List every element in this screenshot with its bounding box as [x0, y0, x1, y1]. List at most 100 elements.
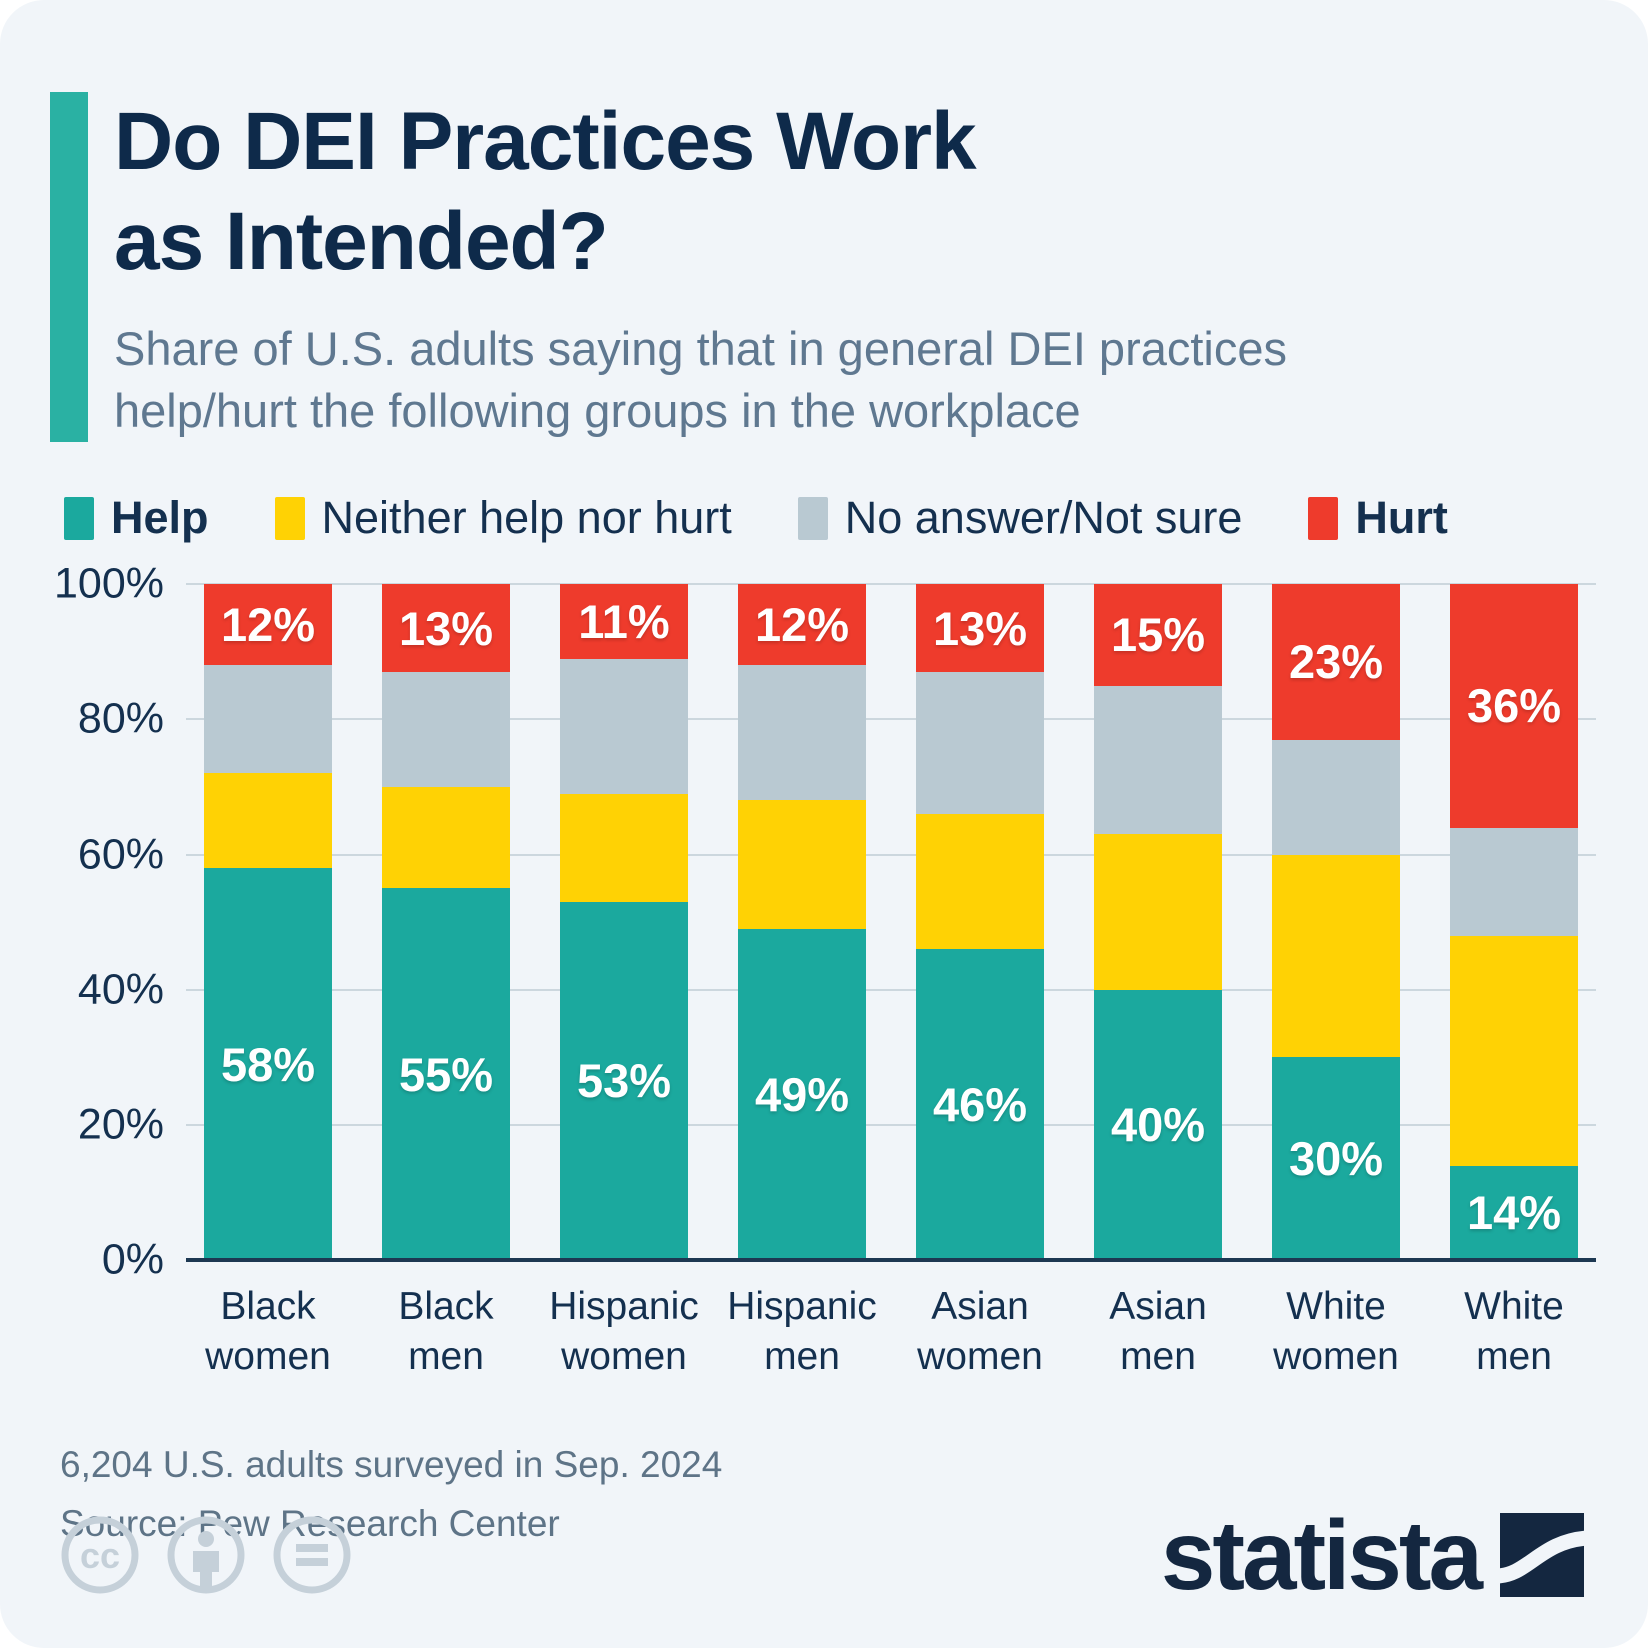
segment-help: 55% — [382, 888, 510, 1261]
segment-no-answer-not-sure — [1450, 827, 1578, 936]
bar-white-women: 30% 23% — [1272, 584, 1400, 1261]
segment-hurt: 36% — [1450, 584, 1578, 828]
bar-asian-women: 46% 13% — [916, 584, 1044, 1261]
category-label-black-women: Black women — [204, 1282, 332, 1388]
legend-item-neither-help-nor-hurt: Neither help nor hurt — [274, 492, 732, 544]
bar-hispanic-women: 53% 11% — [560, 584, 688, 1261]
segment-neither-help-nor-hurt — [1272, 854, 1400, 1058]
header: Do DEI Practices Work as Intended? Share … — [50, 92, 1592, 443]
legend-swatch — [274, 496, 305, 540]
segment-no-answer-not-sure — [1094, 685, 1222, 835]
segment-hurt: 15% — [1094, 584, 1222, 686]
segment-help: 46% — [916, 949, 1044, 1261]
page-title: Do DEI Practices Work as Intended? — [114, 92, 1592, 292]
legend-label: Neither help nor hurt — [321, 492, 732, 544]
value-label: 46% — [932, 1078, 1028, 1132]
value-label: 30% — [1288, 1132, 1384, 1186]
category-label-text: Black men — [398, 1285, 494, 1379]
category-label-text: Asian men — [1109, 1285, 1207, 1379]
category-label-white-men: White men — [1450, 1282, 1578, 1388]
category-label-text: Hispanic men — [727, 1285, 877, 1379]
statista-wordmark: statista — [1160, 1500, 1483, 1610]
value-label: 23% — [1288, 635, 1384, 689]
category-label-asian-women: Asian women — [916, 1282, 1044, 1388]
segment-no-answer-not-sure — [204, 665, 332, 774]
legend-label: No answer/Not sure — [844, 492, 1243, 544]
segment-neither-help-nor-hurt — [916, 813, 1044, 950]
y-tick-40: 40% — [77, 965, 164, 1014]
legend-item-hurt: Hurt — [1308, 492, 1448, 544]
chart: 58% 12% 55% 13% 53% 11% 49% 12% 46% 13% 40% 15% 30% 2… — [54, 560, 1596, 1388]
segment-neither-help-nor-hurt — [204, 773, 332, 869]
value-label: 49% — [754, 1068, 850, 1121]
cc-icon: cc — [61, 1516, 139, 1594]
svg-text:cc: cc — [80, 1535, 120, 1576]
category-label-text: Asian women — [917, 1285, 1043, 1379]
category-label-text: White women — [1273, 1285, 1399, 1379]
segment-no-answer-not-sure — [560, 658, 688, 794]
accent-bar — [50, 92, 88, 443]
legend-swatch — [1308, 496, 1339, 540]
segment-help: 49% — [738, 928, 866, 1261]
gridline-60 — [186, 853, 1596, 856]
value-label: 36% — [1466, 679, 1562, 733]
value-label: 12% — [220, 598, 316, 652]
x-axis-line — [186, 1258, 1596, 1263]
statista-logo-icon — [1500, 1513, 1584, 1597]
value-label: 15% — [1110, 608, 1206, 662]
segment-hurt: 11% — [560, 584, 688, 659]
bar-black-women: 58% 12% — [204, 584, 332, 1261]
legend-item-no-answer-not-sure: No answer/Not sure — [797, 492, 1243, 544]
bottom-row: cc statista — [60, 1506, 1584, 1604]
cc-nd-icon — [273, 1516, 351, 1594]
category-label-hispanic-women: Hispanic women — [549, 1282, 699, 1388]
plot-area: 58% 12% 55% 13% 53% 11% 49% 12% 46% 13% 40% 15% 30% 2… — [54, 560, 1596, 1284]
category-label-black-men: Black men — [382, 1282, 510, 1388]
segment-help: 58% — [204, 868, 332, 1261]
category-label-hispanic-men: Hispanic men — [727, 1282, 877, 1388]
value-label: 11% — [578, 594, 670, 648]
segment-help: 40% — [1094, 989, 1222, 1261]
legend-label: Hurt — [1355, 492, 1448, 544]
legend-label: Help — [111, 492, 209, 544]
category-labels: Black women Black men Hispanic women Hispan… — [186, 1282, 1596, 1388]
title-line-1: Do DEI Practices Work — [114, 96, 977, 187]
value-label: 58% — [220, 1037, 316, 1091]
statista-brand: statista — [1161, 1506, 1584, 1604]
source-note: Source: Pew Research Center — [60, 1503, 560, 1545]
cc-license-icons: cc — [60, 1515, 352, 1595]
segment-neither-help-nor-hurt — [738, 800, 866, 929]
y-tick-80: 80% — [77, 694, 164, 743]
gridline-40 — [186, 988, 1596, 991]
value-label: 13% — [932, 601, 1028, 655]
gridline-100 — [186, 583, 1596, 586]
segment-neither-help-nor-hurt — [1450, 935, 1578, 1166]
segment-hurt: 12% — [738, 584, 866, 666]
bar-asian-men: 40% 15% — [1094, 584, 1222, 1261]
value-label: 53% — [576, 1054, 672, 1108]
y-tick-20: 20% — [77, 1100, 164, 1149]
value-label: 12% — [754, 598, 850, 652]
category-label-white-women: White women — [1272, 1282, 1400, 1388]
value-label: 13% — [398, 601, 494, 655]
footnote: 6,204 U.S. adults surveyed in Sep. 2024 … — [60, 1446, 1592, 1542]
legend-item-help: Help — [64, 492, 209, 544]
segment-hurt: 12% — [204, 584, 332, 666]
value-label: 55% — [398, 1047, 494, 1101]
category-label-text: Hispanic women — [549, 1285, 699, 1379]
legend-swatch — [797, 496, 828, 540]
category-label-text: White men — [1464, 1285, 1564, 1379]
segment-help: 53% — [560, 901, 688, 1261]
segment-help: 14% — [1450, 1165, 1578, 1261]
cc-by-icon — [167, 1516, 245, 1594]
segment-no-answer-not-sure — [382, 672, 510, 787]
segment-no-answer-not-sure — [738, 665, 866, 801]
segment-hurt: 13% — [916, 584, 1044, 673]
segment-help: 30% — [1272, 1057, 1400, 1261]
bar-white-men: 14% 36% — [1450, 584, 1578, 1261]
gridline-80 — [186, 718, 1596, 721]
value-label: 40% — [1110, 1098, 1206, 1152]
category-label-text: Black women — [205, 1285, 331, 1379]
category-label-asian-men: Asian men — [1094, 1282, 1222, 1388]
